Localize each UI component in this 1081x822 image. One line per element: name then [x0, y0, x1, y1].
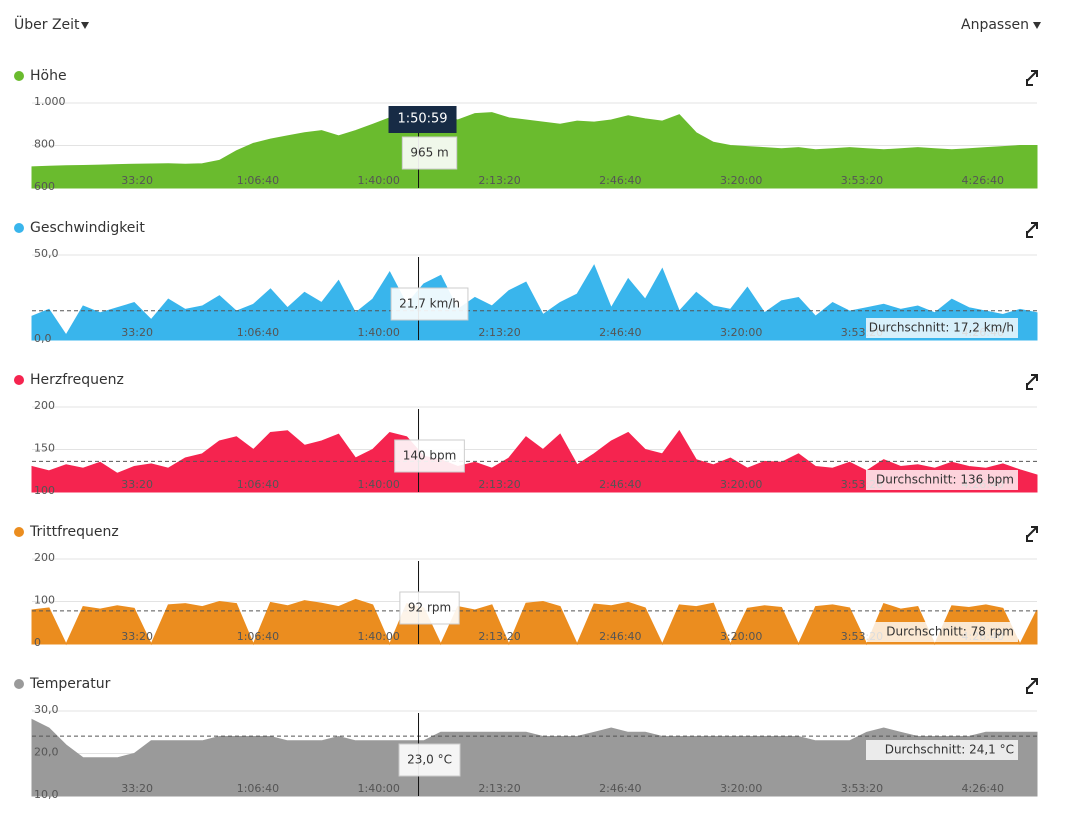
x-tick-label: 1:06:40	[237, 326, 279, 339]
y-tick-label: 1.000	[34, 95, 66, 108]
x-tick-label: 2:46:40	[599, 174, 641, 187]
chart-title: Herzfrequenz	[30, 372, 124, 388]
x-tick-label: 33:20	[121, 478, 153, 491]
average-box	[866, 470, 1018, 490]
value-tooltip	[394, 439, 465, 473]
dropdown-arrow	[81, 22, 89, 29]
expand-icon	[1026, 526, 1038, 542]
x-tick-label: 1:40:00	[358, 478, 400, 491]
x-tick-label: 2:46:40	[599, 326, 641, 339]
y-tick-label: 200	[34, 551, 55, 564]
value-tooltip-text: 140 bpm	[403, 449, 457, 463]
y-tick-label: 0	[34, 636, 41, 649]
x-tick-label: 33:20	[121, 326, 153, 339]
y-tick-label: 100	[34, 484, 55, 497]
average-box	[866, 740, 1018, 760]
x-tick-label: 2:13:20	[478, 630, 520, 643]
chart-title: Geschwindigkeit	[30, 220, 145, 236]
series-dot	[14, 679, 24, 689]
y-tick-label: 150	[34, 442, 55, 455]
average-label: Durchschnitt: 78 rpm	[886, 625, 1014, 639]
x-tick-label: 3:20:00	[720, 478, 762, 491]
average-box	[866, 622, 1018, 642]
value-tooltip-text: 92 rpm	[408, 601, 451, 615]
x-tick-label: 33:20	[121, 782, 153, 795]
over-time-menu[interactable]: Über Zeit	[14, 15, 80, 33]
y-tick-label: 20,0	[34, 746, 59, 759]
area	[31, 264, 1038, 341]
customize-menu[interactable]: Anpassen	[961, 17, 1029, 33]
expand-icon	[1026, 222, 1038, 238]
y-tick-label: 600	[34, 180, 55, 193]
x-tick-label: 1:40:00	[358, 326, 400, 339]
y-tick-label: 30,0	[34, 703, 59, 716]
x-tick-label: 4:26:40	[962, 782, 1004, 795]
x-tick-label: 33:20	[121, 174, 153, 187]
time-tooltip	[388, 106, 457, 133]
y-tick-label: 100	[34, 594, 55, 607]
value-tooltip	[390, 287, 469, 321]
average-label: Durchschnitt: 136 bpm	[876, 473, 1014, 487]
x-tick-label: 1:06:40	[237, 174, 279, 187]
x-tick-label: 3:20:00	[720, 630, 762, 643]
y-tick-label: 800	[34, 138, 55, 151]
series-dot	[14, 223, 24, 233]
y-tick-label: 50,0	[34, 247, 59, 260]
expand-icon	[1026, 678, 1038, 694]
x-tick-label: 2:46:40	[599, 478, 641, 491]
time-tooltip-text: 1:50:59	[397, 112, 447, 127]
x-tick-label: 3:20:00	[720, 782, 762, 795]
dropdown-arrow	[1033, 22, 1041, 29]
x-tick-label: 2:46:40	[599, 630, 641, 643]
series-dot	[14, 375, 24, 385]
chart-title: Temperatur	[29, 676, 111, 692]
x-tick-label: 3:53:20	[841, 782, 883, 795]
x-tick-label: 33:20	[121, 630, 153, 643]
area	[31, 598, 1038, 646]
average-label: Durchschnitt: 24,1 °C	[885, 743, 1014, 757]
x-tick-label: 1:06:40	[237, 630, 279, 643]
x-tick-label: 1:06:40	[237, 478, 279, 491]
value-tooltip-text: 21,7 km/h	[399, 297, 460, 311]
value-tooltip	[399, 591, 460, 625]
x-tick-label: 1:40:00	[358, 782, 400, 795]
average-box	[866, 318, 1018, 338]
x-tick-label: 1:40:00	[358, 630, 400, 643]
average-label: Durchschnitt: 17,2 km/h	[869, 321, 1014, 335]
expand-icon	[1026, 70, 1038, 86]
x-tick-label: 2:46:40	[599, 782, 641, 795]
x-tick-label: 3:20:00	[720, 174, 762, 187]
x-tick-label: 1:06:40	[237, 782, 279, 795]
area	[31, 429, 1038, 493]
y-tick-label: 10,0	[34, 788, 59, 801]
x-tick-label: 2:13:20	[478, 174, 520, 187]
series-dot	[14, 527, 24, 537]
x-tick-label: 4:26:40	[962, 174, 1004, 187]
series-dot	[14, 71, 24, 81]
value-tooltip-text: 23,0 °C	[407, 753, 452, 767]
value-tooltip-text: 965 m	[410, 146, 448, 160]
y-tick-label: 0,0	[34, 332, 52, 345]
x-tick-label: 3:53:20	[841, 174, 883, 187]
expand-icon	[1026, 374, 1038, 390]
y-tick-label: 200	[34, 399, 55, 412]
x-tick-label: 2:13:20	[478, 478, 520, 491]
value-tooltip	[398, 743, 461, 777]
x-tick-label: 1:40:00	[358, 174, 400, 187]
value-tooltip	[401, 136, 458, 170]
x-tick-label: 2:13:20	[478, 782, 520, 795]
x-tick-label: 2:13:20	[478, 326, 520, 339]
chart-title: Trittfrequenz	[29, 524, 119, 540]
chart-title: Höhe	[30, 68, 67, 84]
area	[31, 109, 1038, 189]
x-tick-label: 3:20:00	[720, 326, 762, 339]
